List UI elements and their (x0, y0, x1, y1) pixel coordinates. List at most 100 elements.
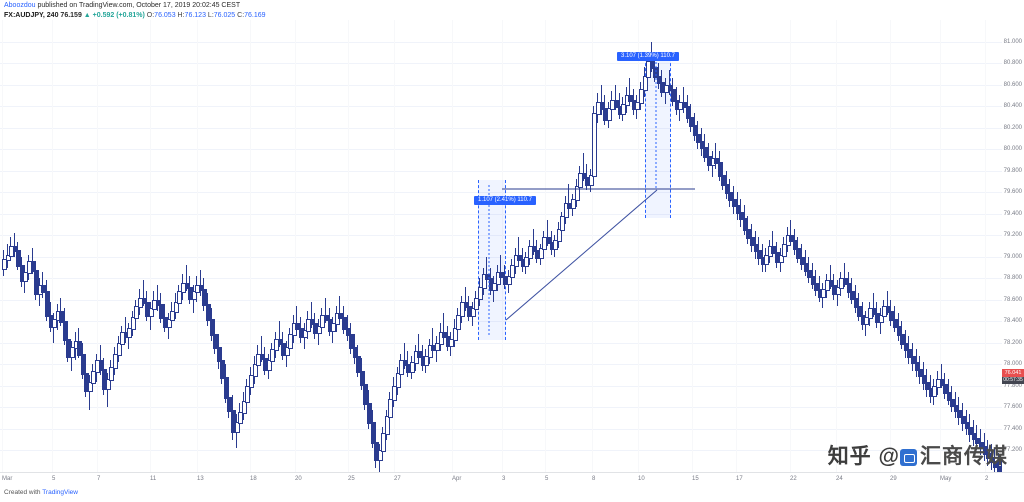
candle-wick (260, 336, 262, 363)
candle-body (581, 172, 587, 180)
candle-body (16, 250, 22, 268)
candle-body (714, 157, 720, 165)
gridline (0, 127, 1002, 129)
candle-wick (629, 78, 631, 104)
author-link[interactable]: Aboozdou (4, 2, 36, 9)
candle-body (735, 205, 741, 214)
candle-wick (951, 385, 953, 412)
time-gridline (790, 20, 791, 472)
last-price-marker: 76.041 (1002, 369, 1024, 377)
candle-body (667, 84, 673, 91)
gridline (0, 41, 1002, 43)
candle-body (460, 301, 466, 317)
change-value: ▲ +0.592 (+0.81%) (83, 12, 145, 19)
candle-body (23, 271, 29, 283)
candle-wick (829, 265, 831, 290)
candle-body (463, 301, 469, 309)
candle-body (191, 291, 197, 300)
tradingview-link[interactable]: TradingView (42, 489, 78, 496)
measure-label-1[interactable]: 1.107 (2.41%) 110.7 (474, 196, 536, 205)
candle-wick (31, 248, 33, 274)
gridline (0, 170, 1002, 172)
candle-body (273, 338, 279, 352)
time-tick-label: 20 (295, 476, 302, 482)
candle-body (993, 461, 999, 468)
measure-label-2[interactable]: 3.107 (1.39%) 110.7 (617, 52, 679, 61)
candle-body (893, 319, 899, 328)
time-gridline (940, 20, 941, 472)
candle-body (986, 452, 992, 459)
price-tick-label: 81.000 (1003, 38, 1022, 45)
candle-wick (464, 286, 466, 311)
candle-body (302, 329, 308, 339)
time-gridline (502, 20, 503, 472)
candle-body (334, 312, 340, 326)
low-value: 76.025 (213, 12, 236, 19)
candle-body (828, 280, 834, 287)
candle-wick (486, 256, 488, 283)
price-tick-label: 78.800 (1003, 275, 1022, 282)
candle-body (320, 314, 326, 328)
time-tick-label: 10 (638, 476, 645, 482)
price-axis[interactable]: 81.000 80.800 80.600 80.400 80.200 80.000 79.8… (1002, 20, 1024, 472)
candle-body (109, 366, 115, 382)
candle-body (105, 379, 111, 391)
candle-body (978, 441, 984, 449)
candle-body (388, 398, 394, 419)
candle-body (452, 327, 458, 341)
candle-wick (53, 312, 55, 343)
time-axis[interactable]: Mar 5 7 11 13 18 20 25 27 Apr 3 5 8 10 15 17 22 24 29 May 2 (0, 472, 1024, 487)
price-tick-label: 80.200 (1003, 124, 1022, 131)
candle-body (778, 254, 784, 264)
candle-body (950, 398, 956, 408)
time-gridline (2, 20, 3, 472)
candle-body (814, 282, 820, 292)
time-gridline (985, 20, 986, 472)
time-gridline (52, 20, 53, 472)
candle-body (356, 355, 362, 373)
time-tick-label: 2 (985, 476, 989, 482)
price-tick-label: 77.200 (1003, 447, 1022, 454)
time-gridline (452, 20, 453, 472)
time-tick-label: 29 (890, 476, 897, 482)
candle-body (971, 433, 977, 440)
candle-wick (886, 291, 888, 315)
candle-body (449, 338, 455, 347)
candle-body (853, 297, 859, 309)
candle-body (914, 362, 920, 371)
candle-body (742, 218, 748, 231)
candle-body (810, 276, 816, 285)
candle-body (62, 321, 68, 341)
candle-wick (987, 439, 989, 466)
candle-body (921, 375, 927, 384)
candle-body (291, 323, 297, 337)
candle-body (5, 254, 11, 261)
candlestick-series (0, 20, 1006, 483)
candle-body (427, 345, 433, 358)
candle-body (796, 248, 802, 259)
candle-body (349, 334, 355, 350)
chart-plot-area[interactable]: 1.107 (2.41%) 110.7 3.107 (1.39%) 110.7 (0, 20, 1006, 483)
candle-wick (808, 256, 810, 283)
candle-body (696, 134, 702, 143)
candle-body (753, 243, 759, 253)
candle-body (628, 95, 634, 102)
candle-body (477, 286, 483, 300)
countdown-marker: 00:57:35 (1002, 377, 1024, 384)
candle-body (392, 385, 398, 401)
logo-icon (900, 449, 917, 466)
candle-body (932, 385, 938, 397)
candle-body (435, 342, 440, 352)
candle-wick (142, 280, 144, 307)
candle-body (266, 360, 272, 371)
candle-body (578, 172, 584, 188)
high-label: H: (177, 12, 185, 19)
time-gridline (97, 20, 98, 472)
candle-wick (618, 93, 620, 119)
symbol-label[interactable]: FX:AUDJPY, 240 (4, 12, 59, 19)
candle-body (130, 317, 136, 330)
candle-body (316, 325, 322, 335)
time-gridline (890, 20, 891, 472)
gridline (0, 63, 1002, 65)
